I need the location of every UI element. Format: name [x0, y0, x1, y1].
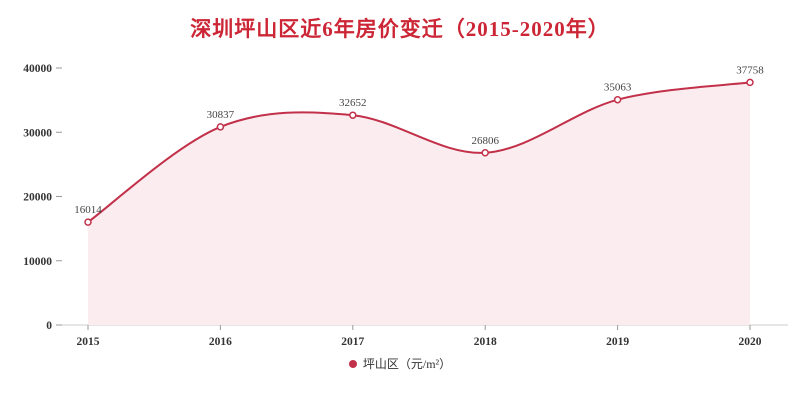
svg-text:2018: 2018	[474, 336, 497, 348]
svg-text:2015: 2015	[77, 336, 100, 348]
svg-text:20000: 20000	[23, 192, 52, 204]
legend-marker-icon	[348, 359, 357, 368]
legend-label: 坪山区（元/m²）	[362, 357, 452, 371]
svg-text:16014: 16014	[74, 204, 102, 216]
svg-text:32652: 32652	[339, 97, 367, 109]
svg-text:0: 0	[46, 320, 52, 332]
svg-text:30837: 30837	[207, 109, 235, 121]
chart-container: 深圳坪山区近6年房价变迁（2015-2020年） 0 10000 20000 3000…	[0, 13, 800, 413]
svg-text:26806: 26806	[471, 135, 499, 147]
svg-text:2017: 2017	[341, 336, 364, 348]
chart-legend[interactable]: 坪山区（元/m²）	[0, 355, 800, 372]
svg-text:35063: 35063	[604, 82, 632, 94]
svg-text:2020: 2020	[739, 336, 762, 348]
svg-text:2016: 2016	[209, 336, 232, 348]
line-chart-canvas: 0 10000 20000 30000 40000 2015 2016 2017 2018 201…	[23, 63, 788, 348]
svg-text:10000: 10000	[23, 256, 52, 268]
svg-text:30000: 30000	[23, 127, 52, 139]
svg-text:40000: 40000	[23, 63, 52, 75]
svg-text:37758: 37758	[736, 64, 764, 76]
svg-text:2019: 2019	[606, 336, 629, 348]
chart-title: 深圳坪山区近6年房价变迁（2015-2020年）	[190, 17, 610, 41]
